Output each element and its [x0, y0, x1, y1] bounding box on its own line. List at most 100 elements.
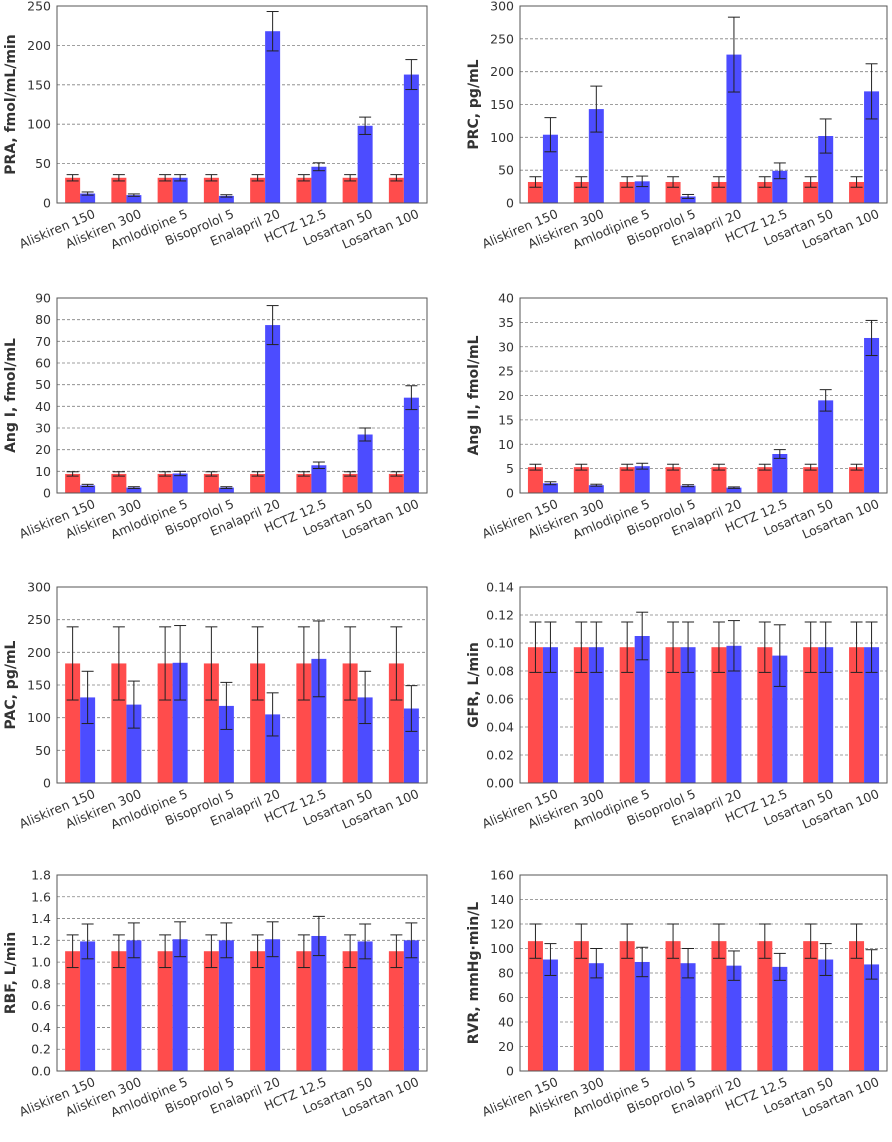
- y-axis-title: Ang II, fmol/mL: [466, 335, 482, 455]
- error-bar: [712, 923, 725, 959]
- error-bar: [636, 462, 649, 470]
- error-bar: [865, 63, 878, 120]
- bar-baseline: [388, 951, 404, 1071]
- y-tick-label: 0: [506, 486, 514, 501]
- error-bar: [297, 626, 310, 701]
- bar-baseline: [250, 177, 266, 203]
- bar-baseline: [296, 177, 312, 203]
- bar-baseline: [388, 177, 404, 203]
- y-tick-label: 100: [27, 117, 51, 132]
- y-tick-label: 0.12: [486, 608, 514, 623]
- error-bar: [205, 626, 218, 701]
- error-bar: [850, 463, 863, 471]
- bar-treatment: [357, 941, 373, 1071]
- bar-baseline: [849, 467, 865, 493]
- bar-baseline: [665, 647, 681, 783]
- error-bar: [127, 486, 140, 489]
- bar-baseline: [296, 663, 312, 783]
- bar-treatment: [80, 193, 96, 203]
- bar-baseline: [573, 647, 589, 783]
- y-tick-label: 0.04: [486, 720, 514, 735]
- bar-baseline: [757, 647, 773, 783]
- bar-treatment: [403, 940, 419, 1071]
- error-bar: [159, 174, 172, 182]
- plot-frame: [519, 586, 888, 784]
- error-bar: [359, 116, 372, 135]
- error-bar: [575, 176, 588, 188]
- error-bar: [712, 463, 725, 471]
- error-bar: [819, 118, 832, 154]
- error-bar: [819, 943, 832, 976]
- error-bar: [405, 385, 418, 411]
- plot-frame: [519, 297, 888, 494]
- y-tick-label: 140: [490, 892, 514, 907]
- y-tick-label: 200: [27, 38, 51, 53]
- bar-treatment: [218, 195, 234, 203]
- error-bar: [621, 463, 634, 471]
- error-bar: [220, 486, 233, 489]
- error-bar: [344, 626, 357, 701]
- y-tick-label: 1.8: [31, 868, 51, 883]
- y-tick-label: 0.8: [31, 976, 51, 991]
- bar-baseline: [527, 647, 543, 783]
- chart-panel-6: 0.000.020.040.060.080.100.120.14Aliskire…: [466, 580, 888, 832]
- bar-baseline: [619, 647, 635, 783]
- error-bar: [529, 463, 542, 471]
- error-bar: [773, 624, 786, 687]
- error-bar: [544, 621, 557, 673]
- bar-treatment: [864, 647, 880, 783]
- error-bar: [758, 923, 771, 959]
- bar-baseline: [342, 951, 358, 1071]
- error-bar: [575, 463, 588, 471]
- bar-baseline: [711, 647, 727, 783]
- bar-baseline: [157, 951, 173, 1071]
- bar-treatment: [265, 714, 281, 783]
- error-bar: [682, 193, 695, 199]
- bar-baseline: [250, 663, 266, 783]
- bar-treatment: [403, 397, 419, 493]
- error-bar: [127, 680, 140, 729]
- bar-baseline: [250, 473, 266, 493]
- error-bar: [712, 621, 725, 673]
- error-bar: [621, 621, 634, 673]
- y-tick-label: 25: [498, 364, 514, 379]
- error-bar: [220, 194, 233, 198]
- bar-baseline: [342, 473, 358, 493]
- bar-treatment: [818, 959, 834, 1071]
- bar-treatment: [726, 487, 742, 493]
- bar-treatment: [726, 965, 742, 1071]
- error-bar: [773, 449, 786, 459]
- y-tick-label: 20: [35, 442, 51, 457]
- bar-treatment: [357, 125, 373, 203]
- y-tick-label: 100: [27, 710, 51, 725]
- error-bar: [727, 16, 740, 93]
- bar-baseline: [65, 663, 81, 783]
- error-bar: [251, 626, 264, 701]
- error-bar: [359, 670, 372, 725]
- bar-treatment: [357, 434, 373, 493]
- error-bar: [544, 117, 557, 153]
- bar-treatment: [126, 195, 142, 203]
- y-tick-label: 90: [35, 291, 51, 306]
- bar-treatment: [542, 959, 558, 1071]
- bar-baseline: [296, 473, 312, 493]
- error-bar: [174, 625, 187, 701]
- bar-treatment: [311, 166, 327, 203]
- error-bar: [804, 621, 817, 673]
- bar-baseline: [619, 941, 635, 1071]
- error-bar: [266, 11, 279, 52]
- bar-treatment: [80, 941, 96, 1071]
- bar-baseline: [849, 941, 865, 1071]
- bar-baseline: [527, 941, 543, 1071]
- y-tick-label: 50: [498, 163, 514, 178]
- y-axis-title: PRC, pg/mL: [466, 59, 482, 149]
- error-bar: [66, 471, 79, 477]
- error-bar: [529, 176, 542, 188]
- y-tick-label: 0.14: [486, 580, 514, 595]
- bar-treatment: [80, 485, 96, 493]
- error-bar: [667, 621, 680, 673]
- error-bar: [850, 621, 863, 673]
- y-tick-label: 60: [35, 356, 51, 371]
- error-bar: [667, 176, 680, 188]
